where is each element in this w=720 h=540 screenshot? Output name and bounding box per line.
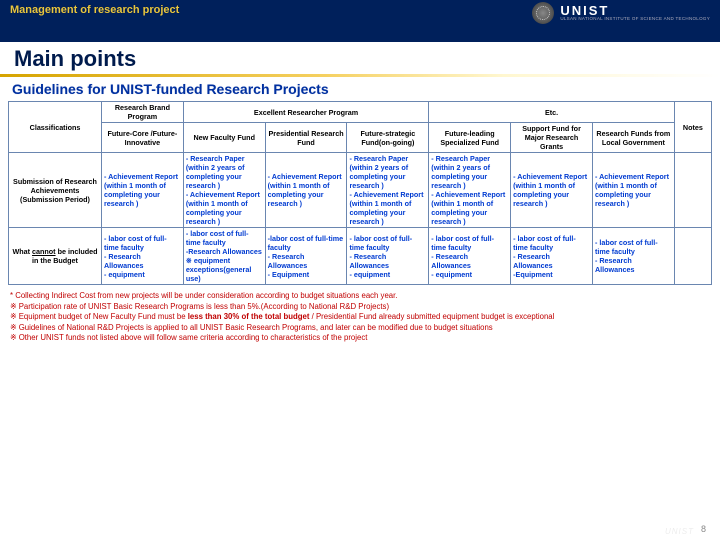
section-title: Guidelines for UNIST-funded Research Pro… (0, 79, 720, 101)
table-cell: - labor cost of full-time faculty - Rese… (347, 228, 429, 285)
guidelines-table: Classifications Research Brand Program E… (8, 101, 712, 285)
table-cell: - Achievement Report (within 1 month of … (592, 153, 674, 228)
col-program-2: Presidential Research Fund (265, 123, 347, 153)
table-cell: - Research Paper (within 2 years of comp… (429, 153, 511, 228)
watermark: UNIST (665, 527, 694, 536)
footnote-line: ※ Other UNIST funds not listed above wil… (10, 333, 710, 344)
col-classifications: Classifications (9, 102, 102, 153)
table-cell: - Achievement Report (within 1 month of … (101, 153, 183, 228)
table-header-row-1: Classifications Research Brand Program E… (9, 102, 712, 123)
col-program-1: New Faculty Fund (183, 123, 265, 153)
table-cell: - labor cost of full-time faculty - Rese… (592, 228, 674, 285)
table-cell: - Research Paper (within 2 years of comp… (347, 153, 429, 228)
table-note-cell (674, 153, 711, 228)
table-cell: - labor cost of full-time faculty -Resea… (183, 228, 265, 285)
table-row: Submission of Research Achievements (Sub… (9, 153, 712, 228)
footnotes: * Collecting Indirect Cost from new proj… (0, 285, 720, 344)
table-header-row-2: Future-Core /Future-Innovative New Facul… (9, 123, 712, 153)
table-cell: - Research Paper (within 2 years of comp… (183, 153, 265, 228)
footnote-line: ※ Equipment budget of New Faculty Fund m… (10, 312, 710, 323)
table-cell: - Achievement Report (within 1 month of … (511, 153, 593, 228)
col-research-brand: Research Brand Program (101, 102, 183, 123)
col-excellent: Excellent Researcher Program (183, 102, 428, 123)
table-cell: - labor cost of full-time faculty - Rese… (101, 228, 183, 285)
col-program-6: Research Funds from Local Government (592, 123, 674, 153)
page-title: Main points (0, 42, 720, 74)
col-notes: Notes (674, 102, 711, 153)
logo: UNIST ULSAN NATIONAL INSTITUTE OF SCIENC… (532, 2, 710, 24)
col-program-5: Support Fund for Major Research Grants (511, 123, 593, 153)
row-label: Submission of Research Achievements (Sub… (9, 153, 102, 228)
page-number: 8 (701, 524, 706, 534)
table-cell: -labor cost of full-time faculty - Resea… (265, 228, 347, 285)
table-body: Submission of Research Achievements (Sub… (9, 153, 712, 285)
footnote-line: ※ Guidelines of National R&D Projects is… (10, 323, 710, 334)
col-program-3: Future-strategic Fund(on-going) (347, 123, 429, 153)
table-row: What cannot be included in the Budget- l… (9, 228, 712, 285)
logo-mark-icon (532, 2, 554, 24)
logo-sub: ULSAN NATIONAL INSTITUTE OF SCIENCE AND … (560, 17, 710, 22)
breadcrumb: Management of research project (10, 2, 179, 16)
table-cell: - labor cost of full-time faculty - Rese… (429, 228, 511, 285)
col-program-0: Future-Core /Future-Innovative (101, 123, 183, 153)
logo-text: UNIST ULSAN NATIONAL INSTITUTE OF SCIENC… (560, 4, 710, 22)
divider (0, 74, 720, 77)
table-cell: - Achievement Report (within 1 month of … (265, 153, 347, 228)
table-cell: - labor cost of full-time faculty - Rese… (511, 228, 593, 285)
col-program-4: Future-leading Specialized Fund (429, 123, 511, 153)
footnote-line: ※ Participation rate of UNIST Basic Rese… (10, 302, 710, 313)
table-note-cell (674, 228, 711, 285)
header-bar: Management of research project UNIST ULS… (0, 0, 720, 42)
table-container: Classifications Research Brand Program E… (0, 101, 720, 285)
row-label: What cannot be included in the Budget (9, 228, 102, 285)
footnote-line: * Collecting Indirect Cost from new proj… (10, 291, 710, 302)
col-etc: Etc. (429, 102, 674, 123)
